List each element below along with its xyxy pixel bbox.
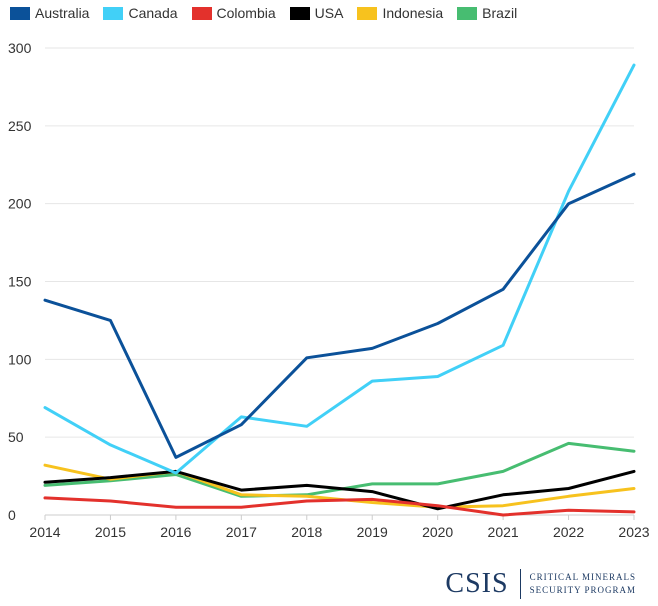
legend-item-indonesia: Indonesia: [357, 5, 443, 21]
x-tick-label: 2023: [618, 524, 649, 540]
legend-label: Indonesia: [382, 5, 444, 21]
y-tick-label: 150: [8, 274, 32, 290]
legend-label: Canada: [128, 5, 178, 21]
legend-item-australia: Australia: [10, 5, 89, 21]
legend-item-canada: Canada: [103, 5, 178, 21]
legend-label: Australia: [35, 5, 90, 21]
y-tick-label: 0: [8, 507, 16, 523]
legend-swatch: [191, 6, 212, 20]
chart-legend: Australia Canada Colombia USA Indonesia Brazi…: [10, 5, 531, 21]
series-line-canada: [43, 63, 636, 475]
legend-swatch: [357, 6, 378, 20]
brand-subtitle-line1: CRITICAL MINERALS: [529, 572, 636, 582]
series-line-colombia: [43, 496, 636, 517]
series-line-australia: [43, 172, 636, 459]
x-tick-label: 2020: [422, 524, 453, 540]
legend-item-colombia: Colombia: [191, 5, 276, 21]
y-tick-label: 250: [8, 118, 32, 134]
x-tick-label: 2021: [488, 524, 519, 540]
y-tick-label: 50: [8, 429, 24, 445]
x-tick-label: 2017: [226, 524, 257, 540]
legend-swatch: [10, 6, 30, 20]
legend-swatch: [289, 6, 310, 20]
x-tick-label: 2019: [357, 524, 388, 540]
legend-label: Brazil: [482, 5, 518, 21]
legend-label: Colombia: [216, 5, 276, 21]
x-tick-label: 2016: [160, 524, 191, 540]
brand-wordmark: CSIS: [445, 568, 509, 599]
csis-logo: CSIS CRITICAL MINERALS SECURITY PROGRAM: [445, 568, 636, 600]
legend-swatch: [457, 6, 478, 20]
legend-label: USA: [314, 5, 344, 21]
x-tick-label: 2014: [29, 524, 60, 540]
legend-swatch: [103, 6, 124, 20]
series-line-usa: [43, 469, 636, 511]
y-tick-label: 300: [8, 40, 32, 56]
legend-item-usa: USA: [289, 5, 344, 21]
legend-item-brazil: Brazil: [457, 5, 517, 21]
y-tick-label: 200: [8, 196, 32, 212]
x-tick-label: 2018: [291, 524, 322, 540]
x-tick-label: 2015: [95, 524, 126, 540]
y-tick-label: 100: [8, 351, 32, 367]
brand-subtitle-line2: SECURITY PROGRAM: [529, 585, 636, 595]
brand-subtitle: CRITICAL MINERALS SECURITY PROGRAM: [530, 571, 636, 597]
brand-divider: [519, 569, 521, 599]
x-tick-label: 2022: [553, 524, 584, 540]
